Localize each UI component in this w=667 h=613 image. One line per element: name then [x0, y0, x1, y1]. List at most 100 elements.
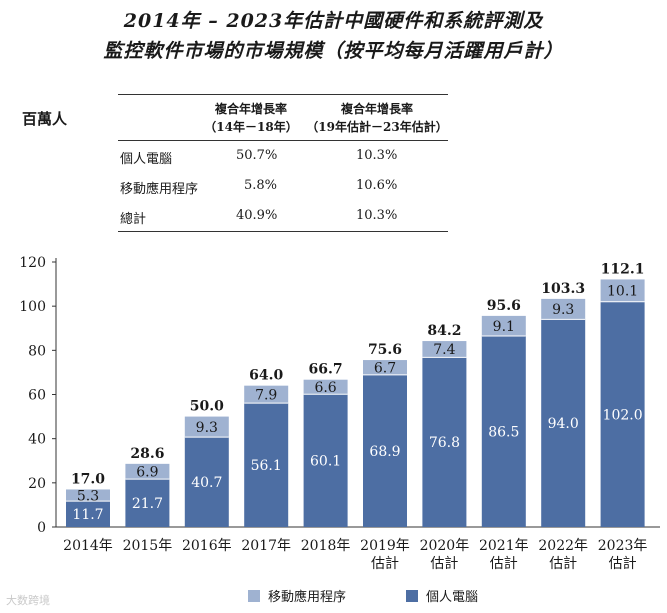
cagr-header-2-line1: 複合年增長率: [340, 102, 413, 116]
cagr-header-2: 複合年增長率 （19年估計－23年估計）: [306, 100, 448, 136]
table-header-rule: [118, 140, 448, 141]
total-label-8: 103.3: [541, 281, 585, 297]
chart-title-line1: 2014年 – 2023年估計中國硬件和系統評測及: [123, 10, 544, 32]
cagr-table: 複合年增長率 （14年－18年） 複合年增長率 （19年估計－23年估計） 個人…: [118, 94, 448, 232]
bar-pc-9: [600, 301, 645, 527]
bar-pc-1: [125, 479, 170, 527]
x-tick-label-0-0: 2014年: [63, 538, 113, 554]
total-label-7: 95.6: [487, 298, 521, 314]
cagr-header-1: 複合年增長率 （14年－18年）: [196, 100, 306, 136]
row-value-mobile-1: 5.8%: [244, 178, 278, 193]
cagr-header-2-line2: （19年估計－23年估計）: [306, 120, 448, 134]
value-label-pc-6: 76.8: [429, 435, 460, 451]
total-label-6: 84.2: [427, 323, 461, 339]
total-label-9: 112.1: [601, 261, 645, 277]
row-label-total: 總計: [120, 212, 147, 227]
x-tick-label-8-1: 估計: [549, 556, 577, 572]
value-label-pc-1: 21.7: [132, 496, 163, 512]
x-tick-label-2-0: 2016年: [182, 538, 232, 554]
total-label-0: 17.0: [71, 471, 105, 487]
x-tick-label-9-1: 估計: [609, 556, 637, 572]
x-tick-label-6-1: 估計: [430, 556, 458, 572]
y-tick-label-2: 40: [28, 432, 46, 448]
value-label-mobile-1: 6.9: [136, 464, 158, 480]
bar-mobile-2: [184, 416, 229, 438]
value-label-pc-8: 94.0: [548, 416, 579, 432]
cagr-header-1-line2: （14年－18年）: [204, 120, 298, 134]
cagr-header-1-line1: 複合年增長率: [214, 102, 287, 116]
y-tick-label-0: 0: [37, 520, 46, 536]
value-label-pc-2: 40.7: [191, 475, 222, 491]
value-label-pc-5: 68.9: [369, 444, 400, 460]
value-label-mobile-0: 5.3: [77, 488, 99, 504]
bar-mobile-4: [303, 379, 348, 395]
bar-mobile-7: [481, 315, 526, 336]
row-value-pc-1: 50.7%: [236, 148, 278, 163]
total-label-2: 50.0: [190, 399, 224, 415]
stacked-bar-chart: 0 20 40 60 80 100 120 11.7 5.317.0 2014年 21.7 6.9 28…: [19, 255, 660, 572]
row-label-pc: 個人電腦: [120, 152, 173, 167]
value-label-pc-0: 11.7: [72, 507, 103, 523]
value-label-pc-3: 56.1: [251, 458, 282, 474]
legend-pc: 個人電腦: [406, 586, 478, 605]
total-label-1: 28.6: [130, 446, 164, 462]
bar-mobile-3: [244, 385, 289, 404]
bar-mobile-9: [600, 279, 645, 302]
row-value-total-2: 10.3%: [356, 208, 398, 223]
value-label-pc-4: 60.1: [310, 454, 341, 470]
chart-title-line2: 監控軟件市場的市場規模（按平均每月活躍用戶計）: [103, 40, 564, 62]
y-tick-label-1: 20: [28, 476, 46, 492]
bar-pc-7: [481, 335, 526, 527]
total-label-4: 66.7: [309, 362, 343, 378]
value-label-mobile-8: 9.3: [552, 302, 574, 318]
row-value-total-1: 40.9%: [236, 208, 278, 223]
bar-pc-8: [541, 319, 586, 527]
x-tick-label-7-1: 估計: [490, 556, 518, 572]
watermark: 大数跨境: [6, 594, 50, 607]
bar-mobile-5: [363, 360, 407, 375]
value-label-mobile-6: 7.4: [433, 342, 455, 358]
legend-pc-label: 個人電腦: [426, 590, 479, 605]
y-tick-label-3: 60: [28, 388, 46, 404]
x-tick-label-7-0: 2021年: [479, 538, 529, 554]
total-label-5: 75.6: [368, 342, 402, 358]
value-label-mobile-2: 9.3: [196, 420, 218, 436]
x-tick-label-9-0: 2023年: [598, 538, 648, 554]
bar-pc-5: [363, 374, 407, 527]
value-label-pc-7: 86.5: [488, 424, 519, 440]
legend-mobile: 移動應用程序: [248, 586, 346, 605]
value-label-mobile-5: 6.7: [374, 360, 396, 376]
bar-mobile-0: [66, 489, 110, 502]
bar-pc-0: [66, 501, 110, 527]
x-tick-label-8-0: 2022年: [538, 538, 588, 554]
y-tick-label-4: 80: [28, 343, 46, 359]
bar-mobile-6: [422, 341, 467, 358]
table-bottom-rule: [118, 231, 448, 232]
x-tick-label-5-1: 估計: [371, 556, 399, 572]
y-tick-label-6: 120: [19, 255, 46, 271]
row-value-pc-2: 10.3%: [356, 148, 398, 163]
legend-mobile-swatch: [248, 590, 260, 602]
bar-pc-3: [244, 403, 289, 527]
bar-pc-2: [184, 437, 229, 527]
x-tick-label-4-0: 2018年: [301, 538, 351, 554]
value-label-mobile-7: 9.1: [493, 319, 515, 335]
value-label-mobile-4: 6.6: [314, 380, 336, 396]
value-label-pc-9: 102.0: [603, 407, 643, 423]
legend-mobile-label: 移動應用程序: [268, 590, 347, 605]
table-top-rule: [118, 94, 448, 95]
value-label-mobile-3: 7.9: [255, 387, 277, 403]
value-label-mobile-9: 10.1: [607, 284, 638, 300]
legend-pc-swatch: [406, 590, 418, 602]
row-value-mobile-2: 10.6%: [356, 178, 398, 193]
x-tick-label-5-0: 2019年: [360, 538, 410, 554]
row-label-mobile: 移動應用程序: [120, 182, 199, 197]
y-tick-label-5: 100: [19, 299, 46, 315]
unit-label: 百萬人: [22, 110, 68, 128]
x-tick-label-1-0: 2015年: [123, 538, 173, 554]
x-tick-label-3-0: 2017年: [241, 538, 291, 554]
bar-mobile-8: [541, 298, 586, 320]
bar-mobile-1: [125, 463, 170, 480]
bar-pc-6: [422, 357, 467, 527]
total-label-3: 64.0: [249, 368, 283, 384]
